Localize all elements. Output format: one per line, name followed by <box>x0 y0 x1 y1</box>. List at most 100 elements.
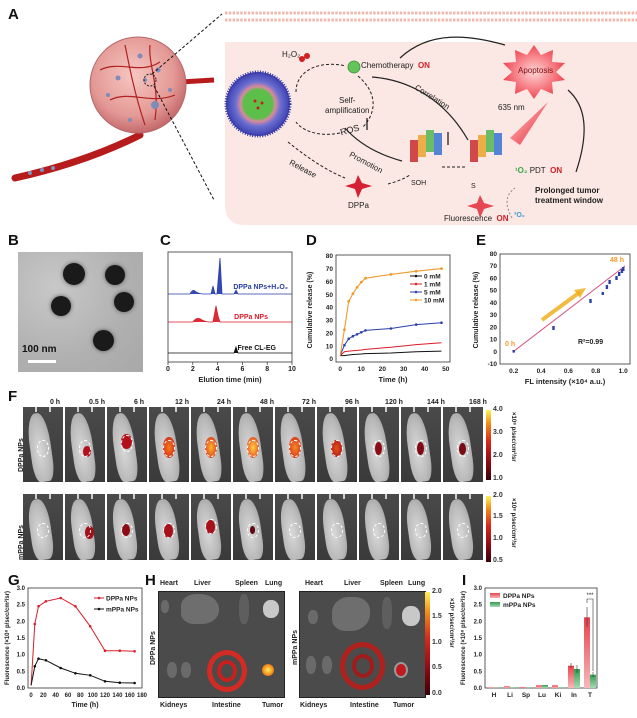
svg-text:1.5: 1.5 <box>17 636 26 642</box>
apoptosis-burst <box>503 45 565 99</box>
panel-f-letter: F <box>8 388 18 405</box>
colorbar-tick: 1.0 <box>493 475 503 482</box>
legend-mppa-nps: mPPa NPs <box>503 602 536 609</box>
chart-d-ylabel: Cumulative release (%) <box>307 272 314 349</box>
cell-membrane <box>225 11 637 22</box>
svg-text:1.0: 1.0 <box>474 653 483 659</box>
singlet-oxygen-label: ¹O₂ <box>515 166 528 175</box>
svg-text:2.0: 2.0 <box>17 619 26 625</box>
bar-group-ki <box>552 685 564 688</box>
legend-mppa-nps: mPPa NPs <box>106 607 139 614</box>
mouse-image-mppa-96h <box>317 494 357 560</box>
prolonged-window-label: Prolonged tumor treatment window <box>535 186 604 205</box>
colorbar-unit-mppa: ×10⁸ p/sec/cm²/sr <box>510 498 516 548</box>
colorbar-dppa <box>486 410 491 480</box>
mouse-image-mppa-120h <box>359 494 399 560</box>
svg-text:4: 4 <box>216 366 220 373</box>
protein-ribbon-2 <box>470 130 502 162</box>
chart-g-ylabel: Fluorescence (×10⁸ p/sec/cm²/sr) <box>4 591 11 685</box>
category-t: T <box>588 692 592 699</box>
colorbar-tick: 2.0 <box>432 588 442 595</box>
svg-text:0: 0 <box>493 349 497 356</box>
chemo-drug-sphere <box>347 60 361 74</box>
time-label: 96 h <box>344 399 359 406</box>
svg-text:60: 60 <box>326 279 334 286</box>
bar-group-in <box>568 665 580 688</box>
svg-text:40: 40 <box>326 305 334 312</box>
mouse-image-dppa-96h <box>317 407 357 482</box>
h2o2-label: H₂O₂ <box>282 50 301 59</box>
colorbar-tick: 2.0 <box>493 492 503 499</box>
colorbar-tick: 0.5 <box>493 557 503 564</box>
organ-label-lung: Lung <box>408 580 426 587</box>
mouse-image-dppa-120h <box>359 407 399 482</box>
category-ki: Ki <box>555 692 562 699</box>
laser-wavelength-label: 635 nm <box>498 103 525 112</box>
svg-text:0.5: 0.5 <box>17 669 26 675</box>
time-label: 120 h <box>385 399 403 406</box>
chart-i-ylabel: Fluorescence (×10⁸ p/sec/cm²/sr) <box>460 591 467 685</box>
svg-text:80: 80 <box>490 251 498 258</box>
svg-text:0.8: 0.8 <box>591 368 600 375</box>
svg-text:100: 100 <box>88 693 99 699</box>
soh-label: SOH <box>411 180 427 187</box>
chart-c-xlabel: Elution time (min) <box>198 375 262 384</box>
panel-b-letter: B <box>8 232 19 249</box>
trend-arrow <box>540 290 582 322</box>
h-right-label: mPPa NPs <box>292 629 299 665</box>
svg-text:10: 10 <box>326 343 334 350</box>
time-label: 12 h <box>174 399 189 406</box>
chart-d-release: 0 10 20 30 40 50 60 70 80 0 10 20 30 40 … <box>307 253 451 384</box>
category-li: Li <box>507 692 513 699</box>
svg-text:1.5: 1.5 <box>474 636 483 642</box>
time-label: 144 h <box>427 399 445 406</box>
laser-beam <box>510 102 548 145</box>
svg-text:2: 2 <box>191 366 195 373</box>
ex-vivo-organs-dppa <box>158 591 285 698</box>
chart-i-biodistribution: 0.0 0.5 1.0 1.5 2.0 2.5 3.0 Fluorescence… <box>460 586 598 699</box>
colorbar-tick: 3.0 <box>493 429 503 436</box>
significance-marker: *** <box>586 593 594 599</box>
svg-text:140: 140 <box>112 693 123 699</box>
legend-0mm: 0 mM <box>424 274 441 281</box>
mouse-image-dppa-0.5h <box>65 407 105 482</box>
organ-label-intestine: Intestine <box>212 702 241 709</box>
mouse-image-dppa-168h <box>443 407 483 482</box>
svg-text:3.0: 3.0 <box>17 586 26 592</box>
time-label: 6 h <box>133 399 145 406</box>
svg-text:20: 20 <box>379 366 387 373</box>
panel-c-letter: C <box>160 232 171 249</box>
mouse-image-mppa-72h <box>275 494 315 560</box>
organ-label-heart: Heart <box>160 580 178 587</box>
svg-text:180: 180 <box>137 693 148 699</box>
svg-text:0.4: 0.4 <box>537 368 546 375</box>
time-label: 72 h <box>301 399 316 406</box>
svg-text:1.0: 1.0 <box>17 653 26 659</box>
legend-dppa-nps: DPPa NPs <box>106 596 138 603</box>
chart-g-xlabel: Time (h) <box>71 702 98 709</box>
organ-label-intestine: Intestine <box>350 702 379 709</box>
category-lu: Lu <box>538 692 546 699</box>
category-in: In <box>571 692 577 699</box>
time-label: 24 h <box>216 399 231 406</box>
svg-text:0: 0 <box>29 693 33 699</box>
pdt-on-label: ON <box>550 166 563 175</box>
svg-text:40: 40 <box>421 366 429 373</box>
svg-text:-10: -10 <box>488 361 498 368</box>
mouse-image-mppa-48h <box>233 494 273 560</box>
self-amplification-label: Self-amplification <box>325 96 370 115</box>
nanoparticle <box>226 72 290 136</box>
bar-group-t <box>584 617 596 688</box>
mouse-image-dppa-48h <box>233 407 273 482</box>
dppa-label: DPPa <box>348 201 369 210</box>
fluorescence-label: Fluorescence ON <box>444 214 509 223</box>
time-label: 168 h <box>469 399 487 406</box>
svg-text:0.2: 0.2 <box>509 368 518 375</box>
chart-d-xlabel: Time (h) <box>378 375 408 384</box>
chart-g-fluorescence: 0.0 0.5 1.0 1.5 2.0 2.5 3.0 0 20 40 60 8… <box>4 586 148 709</box>
svg-text:0: 0 <box>329 356 333 363</box>
svg-text:0.0: 0.0 <box>17 686 26 692</box>
blood-vessel <box>11 131 144 182</box>
svg-text:10: 10 <box>288 366 296 373</box>
svg-text:30: 30 <box>326 318 334 325</box>
